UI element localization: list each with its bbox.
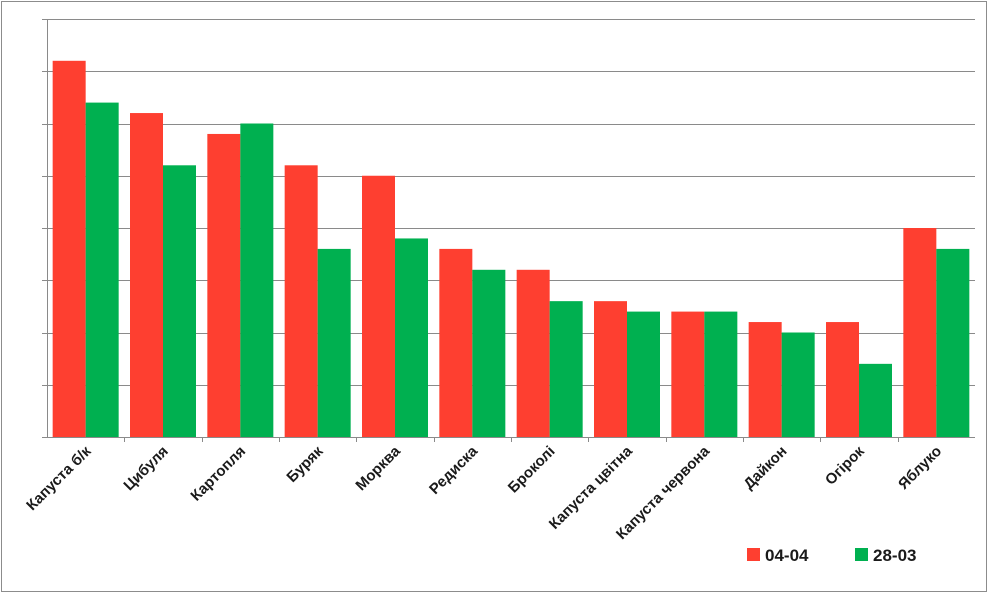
bar-28-03-9: [704, 311, 738, 437]
axes: [42, 19, 975, 442]
x-tick-label: Дайкон: [740, 443, 790, 493]
bar-04-04-8: [594, 301, 627, 437]
bar-28-03-5: [395, 238, 428, 437]
bar-04-04-10: [748, 322, 782, 437]
bar-04-04-3: [207, 133, 241, 437]
legend-swatch-04-04: [747, 548, 760, 561]
bar-28-03-1: [85, 102, 119, 437]
x-tick-label: Яблуко: [895, 443, 945, 493]
legend-swatch-28-03: [855, 548, 868, 561]
gridlines: [47, 19, 975, 386]
x-tick-label: Редиска: [426, 442, 482, 498]
bar-04-04-1: [52, 60, 86, 438]
bar-04-04-12: [903, 228, 937, 437]
bar-28-03-7: [549, 301, 583, 437]
bar-04-04-9: [671, 311, 705, 437]
category-tick-labels: Капуста б/к Цибуля Картопля Буряк Морква Реди…: [23, 442, 945, 543]
x-tick-label: Буряк: [283, 442, 326, 485]
bar-28-03-6: [472, 269, 506, 437]
x-tick-label: Огірок: [822, 442, 868, 488]
x-tick-label: Капуста цвітна: [546, 442, 636, 532]
x-tick-label: Капуста б/к: [23, 442, 95, 514]
legend: 04-04 28-03: [747, 546, 916, 565]
bar-04-04-5: [362, 175, 395, 437]
legend-label-04-04: 04-04: [765, 546, 809, 565]
bar-28-03-3: [240, 123, 274, 437]
x-tick-label: Броколі: [505, 443, 559, 497]
bar-28-03-12: [936, 248, 970, 437]
bar-04-04-11: [826, 322, 859, 437]
bar-04-04-6: [439, 248, 473, 437]
legend-label-28-03: 28-03: [873, 546, 916, 565]
x-tick-label: Картопля: [187, 443, 249, 505]
bar-28-03-8: [627, 311, 660, 437]
bar-04-04-2: [130, 113, 163, 438]
bars: [52, 60, 970, 438]
bar-28-03-2: [163, 165, 196, 438]
bar-04-04-4: [284, 165, 318, 438]
bar-28-03-11: [859, 363, 892, 437]
bar-28-03-4: [317, 248, 351, 437]
x-tick-label: Морква: [352, 442, 404, 494]
x-tick-label: Цибуля: [120, 443, 171, 494]
bar-04-04-7: [516, 269, 550, 437]
bar-28-03-10: [781, 332, 815, 437]
